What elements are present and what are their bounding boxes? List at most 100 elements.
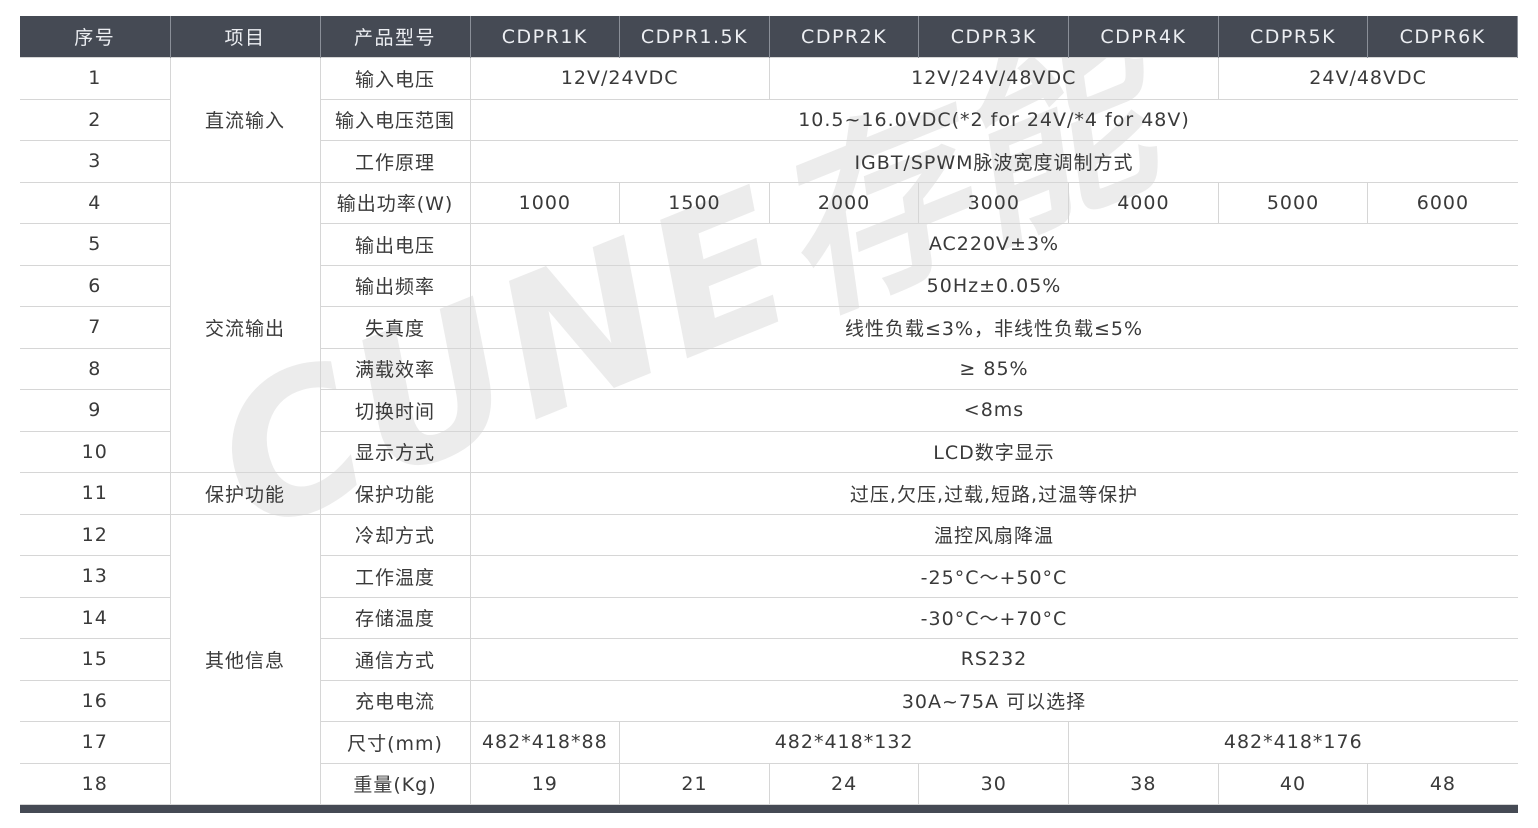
param-value: 10.5~16.0VDC(*2 for 24V/*4 for 48V) bbox=[469, 98, 1518, 141]
column-header: CDPR4K bbox=[1068, 16, 1219, 58]
param-value: 12V/24VDC bbox=[469, 57, 770, 100]
row-number: 8 bbox=[20, 347, 171, 390]
param-value: IGBT/SPWM脉波宽度调制方式 bbox=[469, 140, 1518, 183]
column-header: CDPR3K bbox=[918, 16, 1070, 58]
param-name: 尺寸(mm) bbox=[319, 721, 471, 764]
group-label: 直流输入 bbox=[169, 57, 321, 183]
bottom-bar bbox=[20, 805, 1518, 813]
param-value: 40 bbox=[1217, 762, 1369, 805]
param-name: 输出功率(W) bbox=[319, 181, 471, 224]
param-value: -30°C～+70°C bbox=[469, 596, 1518, 639]
param-name: 输入电压范围 bbox=[319, 98, 471, 141]
row-number: 1 bbox=[20, 57, 171, 100]
row-number: 9 bbox=[20, 389, 171, 432]
param-name: 输出电压 bbox=[319, 223, 471, 266]
table-row: 1 直流输入 输入电压 12V/24VDC 12V/24V/48VDC 24V/48VDC bbox=[20, 57, 1518, 183]
param-value: 1000 bbox=[469, 181, 621, 224]
row-number: 14 bbox=[20, 596, 171, 639]
table-row: 4 交流输出 输出功率(W) 1000 1500 2000 3000 4000 5000 6000 bbox=[20, 181, 1518, 473]
column-header: CDPR5K bbox=[1217, 16, 1369, 58]
param-value: 温控风扇降温 bbox=[469, 513, 1518, 556]
param-name: 工作温度 bbox=[319, 555, 471, 598]
param-value: ≥ 85% bbox=[469, 347, 1518, 390]
param-value: 482*418*176 bbox=[1068, 721, 1518, 764]
header-row: 序号 项目 产品型号 CDPR1K CDPR1.5K CDPR2K CDPR3K CDPR4K… bbox=[20, 16, 1518, 58]
param-name: 失真度 bbox=[319, 306, 471, 349]
table-row: 2 输入电压范围 10.5~16.0VDC(*2 for 24V/*4 for 48… bbox=[20, 98, 1518, 141]
param-name: 通信方式 bbox=[319, 638, 471, 681]
param-name: 充电电流 bbox=[319, 679, 471, 722]
table-row: 10 显示方式 LCD数字显示 bbox=[20, 430, 1518, 473]
row-number: 12 bbox=[20, 513, 171, 556]
param-name: 冷却方式 bbox=[319, 513, 471, 556]
row-number: 7 bbox=[20, 306, 171, 349]
column-header: 项目 bbox=[169, 16, 321, 58]
table-row: 7 失真度 线性负载≤3%，非线性负载≤5% bbox=[20, 306, 1518, 349]
param-value: <8ms bbox=[469, 389, 1518, 432]
row-number: 10 bbox=[20, 430, 171, 473]
param-name: 输出频率 bbox=[319, 264, 471, 307]
param-value: 5000 bbox=[1217, 181, 1369, 224]
param-value: 线性负载≤3%，非线性负载≤5% bbox=[469, 306, 1518, 349]
table-row: 8 满载效率 ≥ 85% bbox=[20, 347, 1518, 390]
group-label: 其他信息 bbox=[169, 513, 321, 805]
table-row: 16 充电电流 30A~75A 可以选择 bbox=[20, 679, 1518, 722]
param-name: 保护功能 bbox=[319, 472, 471, 515]
param-value: 30A~75A 可以选择 bbox=[469, 679, 1518, 722]
param-name: 显示方式 bbox=[319, 430, 471, 473]
param-value: LCD数字显示 bbox=[469, 430, 1518, 473]
table-row: 13 工作温度 -25°C～+50°C bbox=[20, 555, 1518, 598]
group-label: 交流输出 bbox=[169, 181, 321, 473]
param-value: 24 bbox=[768, 762, 920, 805]
spec-table: 序号 项目 产品型号 CDPR1K CDPR1.5K CDPR2K CDPR3K CDPR4K… bbox=[20, 16, 1518, 805]
param-value: 30 bbox=[918, 762, 1070, 805]
table-row: 12 其他信息 冷却方式 温控风扇降温 bbox=[20, 513, 1518, 805]
param-value: RS232 bbox=[469, 638, 1518, 681]
row-number: 4 bbox=[20, 181, 171, 224]
row-number: 6 bbox=[20, 264, 171, 307]
row-number: 5 bbox=[20, 223, 171, 266]
param-name: 切换时间 bbox=[319, 389, 471, 432]
param-value: 1500 bbox=[619, 181, 770, 224]
param-value: 12V/24V/48VDC bbox=[768, 57, 1219, 100]
param-value: 21 bbox=[619, 762, 770, 805]
param-value: 482*418*88 bbox=[469, 721, 621, 764]
param-value: 4000 bbox=[1068, 181, 1219, 224]
param-value: 38 bbox=[1068, 762, 1219, 805]
param-value: 48 bbox=[1367, 762, 1518, 805]
column-header: CDPR1.5K bbox=[619, 16, 770, 58]
param-name: 输入电压 bbox=[319, 57, 471, 100]
table-row: 18 重量(Kg) 19 21 24 30 38 40 48 bbox=[20, 762, 1518, 805]
param-value: 3000 bbox=[918, 181, 1070, 224]
param-value: 482*418*132 bbox=[619, 721, 1070, 764]
row-number: 15 bbox=[20, 638, 171, 681]
param-value: 6000 bbox=[1367, 181, 1518, 224]
param-value: -25°C～+50°C bbox=[469, 555, 1518, 598]
param-value: 24V/48VDC bbox=[1217, 57, 1518, 100]
param-name: 工作原理 bbox=[319, 140, 471, 183]
row-number: 3 bbox=[20, 140, 171, 183]
column-header: CDPR1K bbox=[469, 16, 621, 58]
param-value: AC220V±3% bbox=[469, 223, 1518, 266]
column-header: 序号 bbox=[20, 16, 171, 58]
column-header: CDPR2K bbox=[768, 16, 920, 58]
table-row: 11 保护功能 保护功能 过压,欠压,过载,短路,过温等保护 bbox=[20, 472, 1518, 515]
table-body: 1 直流输入 输入电压 12V/24VDC 12V/24V/48VDC 24V/48VDC… bbox=[20, 57, 1518, 805]
param-value: 过压,欠压,过载,短路,过温等保护 bbox=[469, 472, 1518, 515]
group-label: 保护功能 bbox=[169, 472, 321, 515]
row-number: 13 bbox=[20, 555, 171, 598]
row-number: 17 bbox=[20, 721, 171, 764]
column-header: CDPR6K bbox=[1367, 16, 1518, 58]
param-value: 19 bbox=[469, 762, 621, 805]
param-value: 2000 bbox=[768, 181, 920, 224]
row-number: 18 bbox=[20, 762, 171, 805]
param-name: 存储温度 bbox=[319, 596, 471, 639]
param-name: 满载效率 bbox=[319, 347, 471, 390]
table-row: 3 工作原理 IGBT/SPWM脉波宽度调制方式 bbox=[20, 140, 1518, 183]
table-row: 9 切换时间 <8ms bbox=[20, 389, 1518, 432]
param-value: 50Hz±0.05% bbox=[469, 264, 1518, 307]
row-number: 2 bbox=[20, 98, 171, 141]
column-header: 产品型号 bbox=[319, 16, 471, 58]
row-number: 11 bbox=[20, 472, 171, 515]
row-number: 16 bbox=[20, 679, 171, 722]
